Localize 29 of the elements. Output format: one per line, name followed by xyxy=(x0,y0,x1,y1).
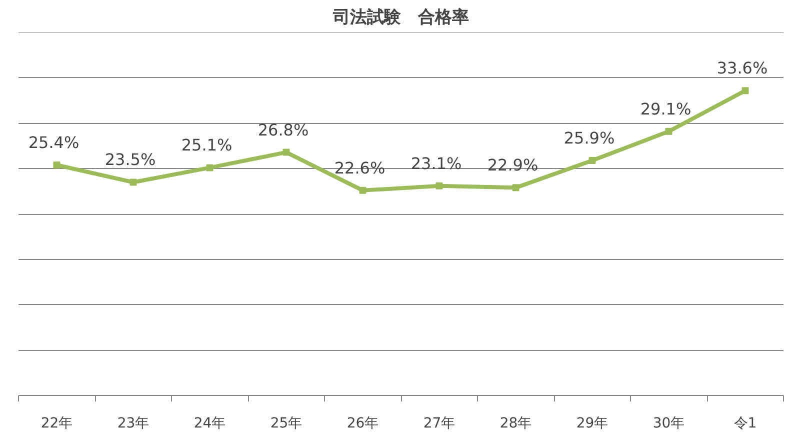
data-label: 33.6% xyxy=(716,58,768,78)
point xyxy=(665,128,672,135)
data-label: 23.1% xyxy=(410,154,462,173)
point xyxy=(512,184,520,192)
x-tick-label: 令1 xyxy=(734,416,757,432)
x-tick-label: 25年 xyxy=(270,416,302,432)
data-label: 23.5% xyxy=(104,150,156,170)
data-label: 29.1% xyxy=(640,99,692,118)
x-tick-label: 22年 xyxy=(40,416,73,432)
data-label: 25.1% xyxy=(181,136,232,155)
point xyxy=(742,87,749,94)
x-tick-label: 30年 xyxy=(652,416,685,432)
chart-title: 司法試験 合格率 xyxy=(332,8,469,28)
point xyxy=(359,186,366,194)
point xyxy=(588,156,596,164)
x-tick-label: 28年 xyxy=(500,416,532,432)
x-tick-label: 26年 xyxy=(346,416,379,432)
x-tick-label: 27年 xyxy=(423,416,456,432)
x-tick-label: 23年 xyxy=(117,416,150,432)
data-label: 26.8% xyxy=(258,120,309,140)
point xyxy=(53,161,60,168)
point xyxy=(436,182,443,190)
point xyxy=(130,178,137,186)
x-tick-label: 29年 xyxy=(576,416,608,432)
point xyxy=(282,148,290,156)
data-label: 25.9% xyxy=(564,128,615,148)
point xyxy=(206,164,214,172)
data-label: 25.4% xyxy=(28,132,80,152)
x-tick-label: 24年 xyxy=(194,416,226,432)
